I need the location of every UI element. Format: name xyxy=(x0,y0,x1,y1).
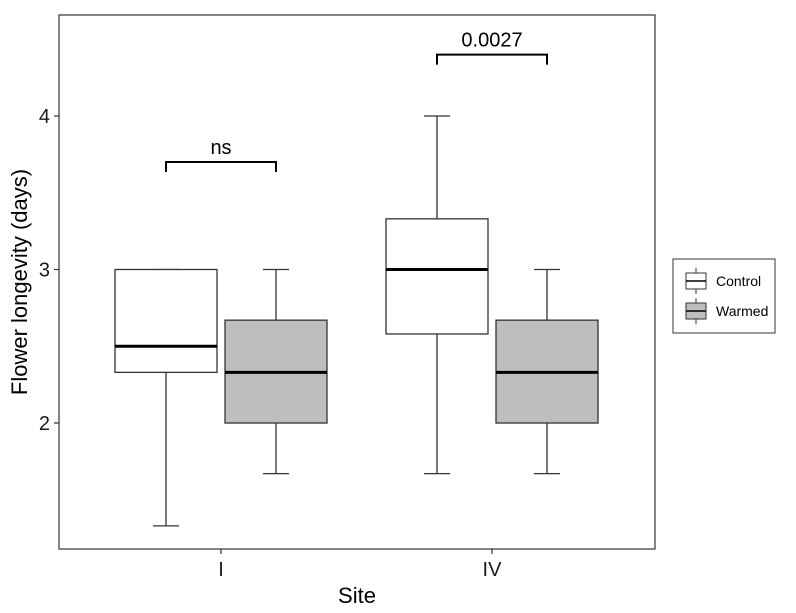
x-tick-label: I xyxy=(218,559,224,581)
box-iqr xyxy=(385,218,489,335)
legend-label: Warmed xyxy=(716,303,768,319)
bracket-line xyxy=(165,161,277,173)
box-layer xyxy=(114,115,599,527)
annotation-layer: ns 0.0027 xyxy=(165,30,548,173)
box-control-I xyxy=(114,268,218,527)
bracket-line xyxy=(436,53,548,65)
box-warmed-I xyxy=(224,268,328,475)
legend-item-warmed: Warmed xyxy=(685,298,768,324)
significance-bracket-IV: 0.0027 xyxy=(436,30,548,65)
axes-layer: 2 3 4 I IV xyxy=(39,106,502,581)
x-tick-label: IV xyxy=(483,559,503,581)
legend: Control Warmed xyxy=(672,258,776,334)
y-axis-title: Flower longevity (days) xyxy=(7,169,32,395)
y-tick-label: 4 xyxy=(39,106,50,128)
y-tick-label: 3 xyxy=(39,260,50,282)
legend-label: Control xyxy=(716,273,761,289)
legend-item-control: Control xyxy=(685,268,761,294)
legend-box xyxy=(672,258,776,334)
y-tick-label: 2 xyxy=(39,413,50,435)
box-iqr xyxy=(114,268,218,373)
significance-label: ns xyxy=(210,137,231,159)
significance-label: 0.0027 xyxy=(461,30,522,52)
box-control-IV xyxy=(385,115,489,475)
significance-bracket-I: ns xyxy=(165,137,277,173)
box-warmed-IV xyxy=(495,268,599,475)
x-axis-title: Site xyxy=(338,583,376,608)
